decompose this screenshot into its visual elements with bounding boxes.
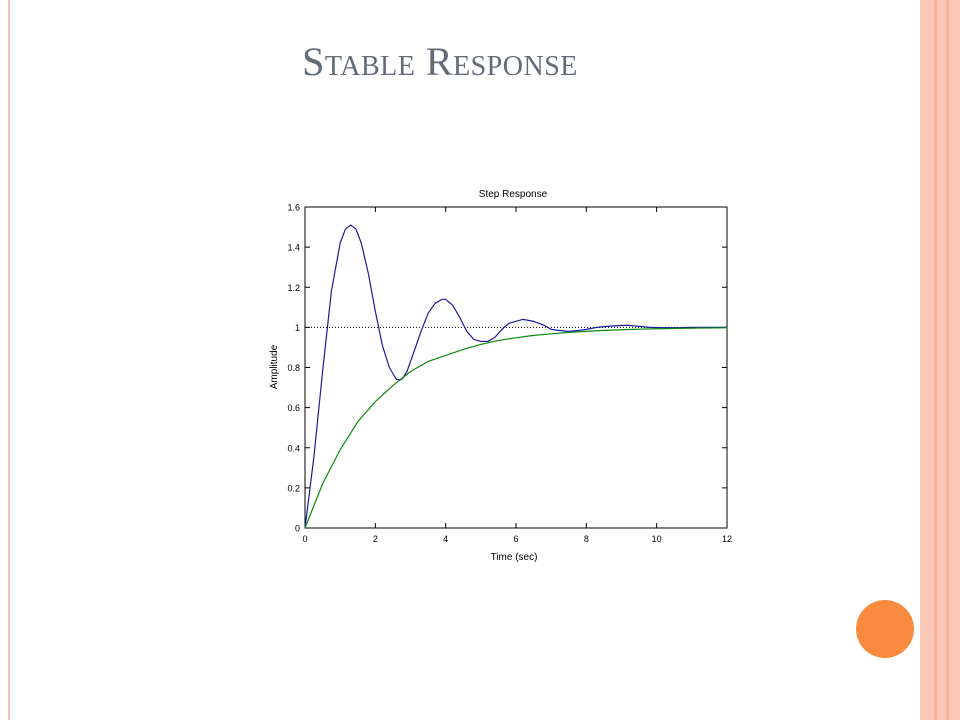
y-tick-label: 0.8 bbox=[287, 363, 300, 373]
x-axis: 0 2 4 6 8 10 12 bbox=[302, 207, 732, 544]
x-tick-label: 0 bbox=[302, 534, 307, 544]
right-decorative-stripe bbox=[946, 0, 949, 720]
x-tick-label: 12 bbox=[722, 534, 732, 544]
y-tick-label: 0.6 bbox=[287, 403, 300, 413]
y-tick-label: 0 bbox=[295, 524, 300, 534]
y-tick-label: 1 bbox=[295, 323, 300, 333]
slide-title: Stable Response bbox=[302, 39, 578, 84]
x-tick-label: 4 bbox=[443, 534, 448, 544]
x-tick-label: 2 bbox=[373, 534, 378, 544]
y-axis: 0 0.2 0.4 0.6 0.8 1 1.2 1.4 1.6 bbox=[287, 203, 727, 534]
series-group bbox=[304, 224, 728, 529]
series-line-2 bbox=[304, 327, 728, 529]
y-tick-label: 1.2 bbox=[287, 283, 300, 293]
accent-circle bbox=[856, 600, 914, 658]
x-tick-label: 10 bbox=[652, 534, 662, 544]
x-tick-label: 8 bbox=[584, 534, 589, 544]
y-tick-label: 0.4 bbox=[287, 443, 300, 453]
chart-title: Step Response bbox=[479, 189, 548, 200]
y-tick-label: 1.6 bbox=[287, 203, 300, 213]
y-tick-label: 1.4 bbox=[287, 243, 300, 253]
y-tick-label: 0.2 bbox=[287, 483, 300, 493]
x-axis-label: Time (sec) bbox=[491, 552, 538, 563]
x-tick-label: 6 bbox=[513, 534, 518, 544]
plot-area bbox=[304, 206, 728, 529]
right-decorative-band-outer bbox=[920, 0, 960, 720]
series-line-1 bbox=[304, 224, 727, 529]
left-border-rule bbox=[8, 0, 10, 720]
right-decorative-stripe bbox=[934, 0, 937, 720]
step-response-chart: Step Response 0 0.2 0.4 0.6 0.8 1 1.2 1.4 1.6 0 2… bbox=[269, 189, 732, 563]
y-axis-label: Amplitude bbox=[269, 344, 280, 389]
